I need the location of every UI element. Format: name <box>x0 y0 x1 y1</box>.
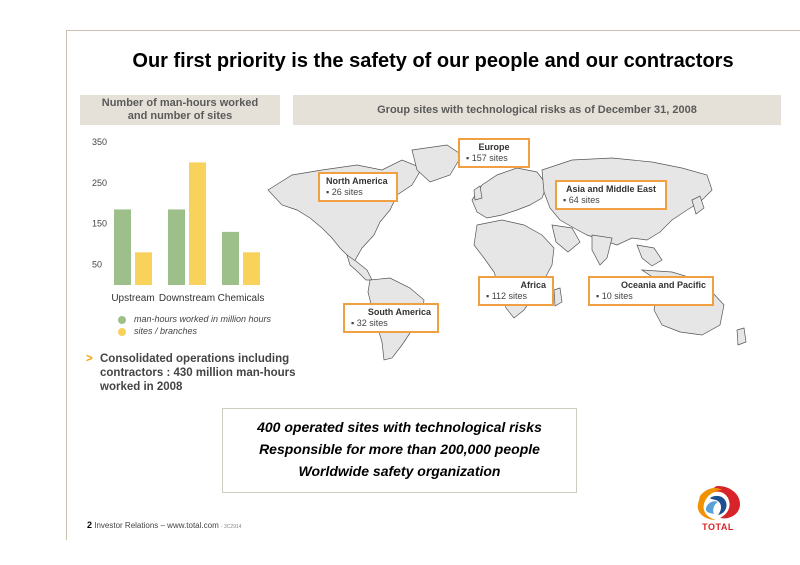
callout-sites: 64 sites <box>563 195 659 206</box>
bar-downstream-series0 <box>168 209 185 285</box>
callout-oceania-pacific: Oceania and Pacific 10 sites <box>588 276 714 306</box>
note-line1: Consolidated operations including <box>100 353 290 365</box>
central-america-shape <box>346 254 373 281</box>
note-line2: contractors : 430 million man-hours <box>100 367 296 379</box>
legend-label: man-hours worked in million hours <box>134 314 272 324</box>
japan-shape <box>691 195 705 215</box>
summary-line3: Worldwide safety organization <box>298 463 501 479</box>
callout-africa: Africa 112 sites <box>478 276 554 306</box>
legend-swatch-yellow <box>118 327 126 336</box>
frame-left-border <box>66 30 67 540</box>
chevron-right-icon: > <box>86 353 93 365</box>
bar-upstream-series0 <box>114 209 131 285</box>
y-tick-label-2: 250 <box>92 178 107 188</box>
callout-region: Asia and Middle East <box>565 184 657 194</box>
x-category-label-2: Chemicals <box>218 293 265 304</box>
callout-europe: Europe 157 sites <box>458 138 530 168</box>
note-line3: worked in 2008 <box>100 381 183 393</box>
legend-label: sites / branches <box>134 326 198 336</box>
footer: 2 Investor Relations – www.total.com - 3… <box>87 520 242 530</box>
summary-line1: 400 operated sites with technological ri… <box>257 419 542 435</box>
callout-south-america: South America 32 sites <box>343 303 439 333</box>
summary-box: 400 operated sites with technological ri… <box>222 408 577 493</box>
legend-item-sites: sites / branches <box>118 326 197 336</box>
bar-chart: 50 150 250 350 Upstream Downstream Chemicals <box>92 137 265 304</box>
map-heading: Group sites with technological risks as … <box>293 95 781 125</box>
frame-top-border <box>66 30 800 31</box>
bar-chemicals-series0 <box>222 231 239 285</box>
total-logo-icon <box>697 486 740 520</box>
arabia-shape <box>551 224 581 253</box>
callout-region: North America <box>326 176 388 186</box>
callout-region: Oceania and Pacific <box>620 280 706 290</box>
callout-region: Europe <box>478 142 510 152</box>
page-title: Our first priority is the safety of our … <box>132 50 734 72</box>
callout-north-america: North America 26 sites <box>318 172 398 202</box>
x-category-label-0: Upstream <box>111 293 154 304</box>
callout-region: South America <box>367 307 431 317</box>
southeast-asia-shape <box>636 244 663 267</box>
bar-upstream-series1 <box>135 252 152 285</box>
greenland-shape <box>411 144 463 183</box>
callout-sites: 10 sites <box>596 291 706 302</box>
uk-shape <box>473 185 483 201</box>
footer-text: Investor Relations – www.total.com <box>94 521 219 530</box>
legend-item-manhours: man-hours worked in million hours <box>118 314 271 324</box>
chart-heading-line2: and number of sites <box>127 110 233 122</box>
callout-sites: 32 sites <box>351 318 431 329</box>
madagascar-shape <box>553 287 563 307</box>
footer-code: - 3C2914 <box>220 524 242 530</box>
europe-shape <box>471 167 548 219</box>
callout-asia-middle-east: Asia and Middle East 64 sites <box>555 180 667 210</box>
bar-chemicals-series1 <box>243 252 260 285</box>
x-category-label-1: Downstream <box>159 293 215 304</box>
callout-sites: 112 sites <box>486 291 546 302</box>
y-tick-label-1: 150 <box>92 219 107 229</box>
callout-sites: 157 sites <box>466 153 522 164</box>
chart-heading-line1: Number of man-hours worked <box>101 97 259 109</box>
page-number: 2 <box>87 520 93 530</box>
summary-line2: Responsible for more than 200,000 people <box>259 441 540 457</box>
india-shape <box>591 234 613 266</box>
bar-downstream-series1 <box>189 162 206 285</box>
y-tick-label-3: 350 <box>92 137 107 147</box>
callout-region: Africa <box>520 280 546 290</box>
new-zealand-shape <box>736 327 747 346</box>
y-tick-label-0: 50 <box>92 260 102 270</box>
consolidated-note: > Consolidated operations including cont… <box>86 352 316 394</box>
callout-sites: 26 sites <box>326 187 390 198</box>
legend-swatch-green <box>118 315 126 324</box>
chart-heading: Number of man-hours worked and number of… <box>80 95 280 125</box>
logo-text: TOTAL <box>702 522 734 532</box>
